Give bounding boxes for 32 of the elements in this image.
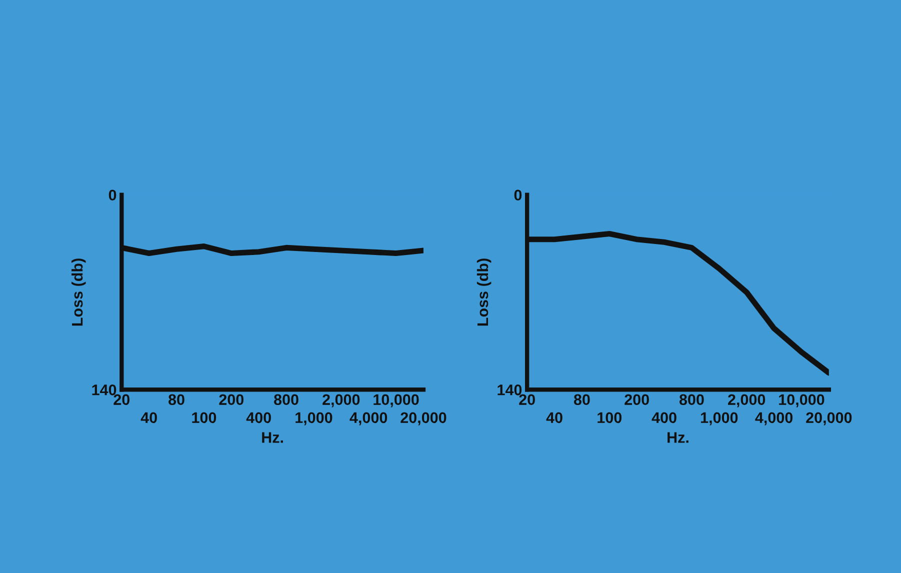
x-tick-label: 200 xyxy=(219,394,244,406)
y-tick-label: 140 xyxy=(92,384,116,396)
x-tick-label: 20,000 xyxy=(806,412,852,426)
x-tick-label: 80 xyxy=(574,394,590,406)
x-axis-title: Hz. xyxy=(668,432,688,443)
x-tick-label: 2,000 xyxy=(728,394,766,408)
x-tick-label: 400 xyxy=(246,412,271,424)
x-tick-label: 200 xyxy=(624,394,649,406)
x-tick-label: 400 xyxy=(652,412,676,424)
x-tick-label: 100 xyxy=(598,412,622,424)
x-tick-label: 100 xyxy=(192,412,216,424)
y-tick-label: 0 xyxy=(514,190,522,201)
x-tick-label: 40 xyxy=(546,412,562,424)
x-tick-label: 2,000 xyxy=(322,394,360,408)
x-tick-label: 4,000 xyxy=(755,412,793,426)
y-tick-label: 0 xyxy=(108,190,116,201)
x-tick-label: 1,000 xyxy=(296,412,332,426)
x-tick-label: 4,000 xyxy=(350,412,388,426)
x-tick-label: 20 xyxy=(114,394,130,406)
x-axis-title: Hz. xyxy=(262,432,283,443)
x-tick-label: 20 xyxy=(519,394,535,406)
x-tick-label: 800 xyxy=(274,394,298,406)
y-axis-title: Loss (db) xyxy=(476,258,492,326)
x-tick-label: 1,000 xyxy=(701,412,738,426)
y-axis-title: Loss (db) xyxy=(71,258,86,326)
x-tick-label: 10,000 xyxy=(374,394,419,408)
y-tick-label: 140 xyxy=(498,384,522,396)
x-tick-label: 40 xyxy=(140,412,157,424)
x-tick-label: 10,000 xyxy=(779,394,824,408)
x-tick-label: 20,000 xyxy=(400,412,446,426)
x-tick-label: 80 xyxy=(168,394,184,406)
x-tick-label: 800 xyxy=(679,394,704,406)
